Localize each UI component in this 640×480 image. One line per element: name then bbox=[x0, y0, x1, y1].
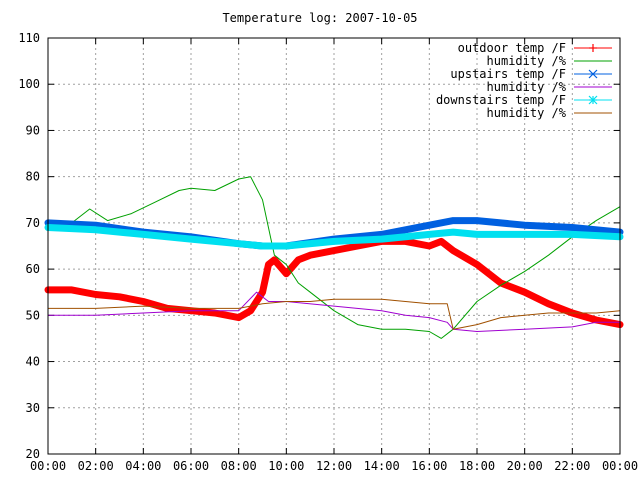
x-tick-label: 12:00 bbox=[316, 459, 352, 473]
legend-label: humidity /% bbox=[487, 106, 567, 120]
x-tick-label: 04:00 bbox=[125, 459, 161, 473]
y-tick-label: 20 bbox=[26, 447, 40, 461]
series-line-2 bbox=[47, 176, 621, 339]
plot-area-border bbox=[47, 37, 621, 455]
x-tick-label: 22:00 bbox=[554, 459, 590, 473]
x-tick-label: 02:00 bbox=[78, 459, 114, 473]
x-tick-label: 00:00 bbox=[30, 459, 66, 473]
y-tick-label: 30 bbox=[26, 401, 40, 415]
legend-marker bbox=[588, 69, 598, 79]
y-tick-label: 50 bbox=[26, 308, 40, 322]
x-tick-label: 10:00 bbox=[268, 459, 304, 473]
series-line-5 bbox=[44, 224, 624, 250]
x-tick-label: 06:00 bbox=[173, 459, 209, 473]
x-tick-label: 18:00 bbox=[459, 459, 495, 473]
legend-label: humidity /% bbox=[487, 80, 567, 94]
legend-label: humidity /% bbox=[487, 54, 567, 68]
y-tick-label: 80 bbox=[26, 170, 40, 184]
legend-label: outdoor temp /F bbox=[458, 41, 566, 55]
x-tick-label: 08:00 bbox=[221, 459, 257, 473]
x-tick-label: 20:00 bbox=[507, 459, 543, 473]
legend-label: downstairs temp /F bbox=[436, 93, 566, 107]
y-tick-label: 100 bbox=[18, 77, 40, 91]
legend-marker bbox=[589, 44, 597, 52]
x-axis-ticks: 00:00 02:00 04:00 06:00 08:00 10:00 12:00 14:00… bbox=[30, 38, 638, 473]
y-tick-label: 40 bbox=[26, 355, 40, 369]
series-layer bbox=[44, 176, 624, 339]
x-tick-label: 00:00 bbox=[602, 459, 638, 473]
x-tick-label: 14:00 bbox=[364, 459, 400, 473]
y-tick-label: 90 bbox=[26, 123, 40, 137]
x-tick-label: 16:00 bbox=[411, 459, 447, 473]
legend-marker bbox=[588, 95, 598, 105]
legend-label: upstairs temp /F bbox=[450, 67, 566, 81]
grid bbox=[48, 38, 620, 454]
series-line-6 bbox=[47, 298, 621, 330]
y-tick-label: 60 bbox=[26, 262, 40, 276]
y-tick-label: 110 bbox=[18, 31, 40, 45]
series-line-4 bbox=[47, 291, 621, 332]
chart-title: Temperature log: 2007-10-05 bbox=[222, 11, 417, 25]
y-tick-label: 70 bbox=[26, 216, 40, 230]
